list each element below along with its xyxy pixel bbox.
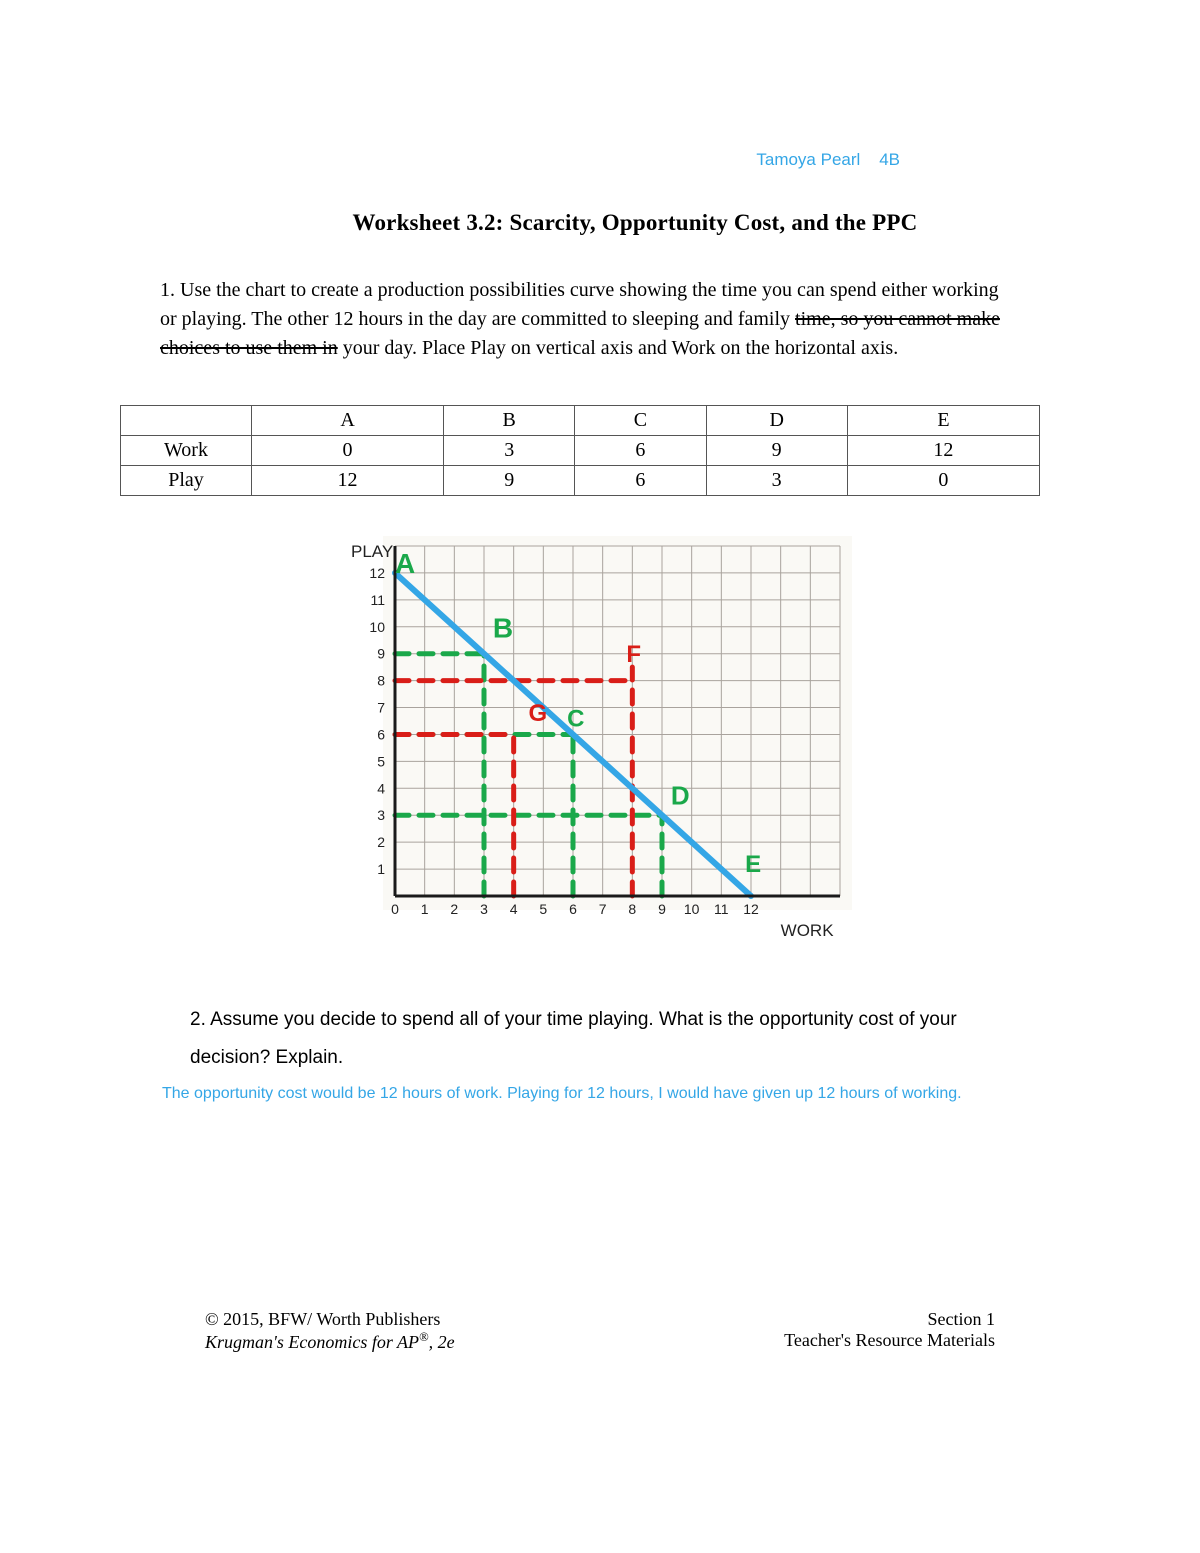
table-cell: 12 bbox=[252, 466, 444, 496]
svg-text:9: 9 bbox=[377, 646, 385, 662]
ppc-chart: 0123456789101112123456789101112PLAYWORKA… bbox=[300, 526, 860, 956]
footer-left: © 2015, BFW/ Worth Publishers Krugman's … bbox=[205, 1309, 455, 1353]
svg-text:8: 8 bbox=[377, 673, 385, 689]
table-cell: 3 bbox=[444, 436, 575, 466]
table-header-blank bbox=[121, 406, 252, 436]
ppc-data-table: A B C D E Work 0 3 6 9 12 Play bbox=[120, 405, 1040, 496]
table-row: Play 12 9 6 3 0 bbox=[121, 466, 1040, 496]
svg-text:B: B bbox=[493, 613, 513, 644]
svg-text:2: 2 bbox=[450, 901, 458, 917]
svg-text:G: G bbox=[529, 700, 548, 727]
table-cell: 9 bbox=[444, 466, 575, 496]
table-cell: 3 bbox=[706, 466, 847, 496]
svg-text:10: 10 bbox=[369, 619, 385, 635]
svg-text:7: 7 bbox=[377, 700, 385, 716]
svg-text:10: 10 bbox=[684, 901, 700, 917]
svg-text:8: 8 bbox=[628, 901, 636, 917]
table-cell: 6 bbox=[575, 466, 706, 496]
row-label-play: Play bbox=[121, 466, 252, 496]
table-cell: 9 bbox=[706, 436, 847, 466]
svg-text:WORK: WORK bbox=[781, 921, 835, 940]
q1-text-b: your day. Place Play on vertical axis an… bbox=[343, 337, 898, 359]
svg-text:D: D bbox=[671, 780, 690, 810]
svg-text:5: 5 bbox=[377, 753, 385, 769]
page-footer: © 2015, BFW/ Worth Publishers Krugman's … bbox=[205, 1309, 995, 1353]
worksheet-page: Tamoya Pearl 4B Worksheet 3.2: Scarcity,… bbox=[0, 0, 1200, 1553]
student-section: 4B bbox=[879, 150, 900, 169]
svg-text:E: E bbox=[745, 851, 761, 878]
svg-text:7: 7 bbox=[599, 901, 607, 917]
question-1: 1. Use the chart to create a production … bbox=[160, 276, 1000, 363]
svg-text:12: 12 bbox=[743, 901, 759, 917]
table-header-A: A bbox=[252, 406, 444, 436]
svg-text:11: 11 bbox=[370, 592, 385, 608]
footer-right: Section 1 Teacher's Resource Materials bbox=[784, 1309, 995, 1351]
svg-text:9: 9 bbox=[658, 901, 666, 917]
svg-text:C: C bbox=[567, 705, 584, 732]
table-cell: 6 bbox=[575, 436, 706, 466]
svg-text:4: 4 bbox=[510, 901, 518, 917]
svg-text:3: 3 bbox=[480, 901, 488, 917]
footer-reg-mark: ® bbox=[419, 1330, 429, 1344]
footer-book: Krugman's Economics for AP bbox=[205, 1332, 419, 1352]
svg-text:A: A bbox=[395, 548, 415, 579]
svg-text:1: 1 bbox=[377, 861, 385, 877]
table-header-D: D bbox=[706, 406, 847, 436]
student-name-header: Tamoya Pearl 4B bbox=[756, 150, 900, 170]
svg-text:2: 2 bbox=[377, 834, 385, 850]
svg-text:4: 4 bbox=[377, 780, 385, 796]
q2-text: Assume you decide to spend all of your t… bbox=[190, 1009, 957, 1068]
table-header-B: B bbox=[444, 406, 575, 436]
question-2: 2. Assume you decide to spend all of you… bbox=[190, 1001, 1000, 1077]
svg-text:11: 11 bbox=[714, 901, 729, 917]
footer-section: Section 1 bbox=[928, 1309, 996, 1329]
table-cell: 0 bbox=[252, 436, 444, 466]
data-table-container: A B C D E Work 0 3 6 9 12 Play bbox=[120, 405, 1040, 496]
worksheet-title: Worksheet 3.2: Scarcity, Opportunity Cos… bbox=[190, 210, 1080, 236]
student-name: Tamoya Pearl bbox=[756, 150, 860, 169]
svg-text:PLAY: PLAY bbox=[351, 542, 393, 561]
table-cell: 12 bbox=[847, 436, 1039, 466]
svg-text:6: 6 bbox=[377, 726, 385, 742]
table-header-row: A B C D E bbox=[121, 406, 1040, 436]
svg-text:0: 0 bbox=[391, 901, 399, 917]
svg-text:3: 3 bbox=[377, 807, 385, 823]
table-header-C: C bbox=[575, 406, 706, 436]
table-cell: 0 bbox=[847, 466, 1039, 496]
q1-number: 1. bbox=[160, 279, 175, 301]
svg-text:6: 6 bbox=[569, 901, 577, 917]
table-header-E: E bbox=[847, 406, 1039, 436]
svg-text:12: 12 bbox=[369, 565, 385, 581]
table-row: Work 0 3 6 9 12 bbox=[121, 436, 1040, 466]
ppc-chart-container: 0123456789101112123456789101112PLAYWORKA… bbox=[300, 526, 1080, 961]
row-label-work: Work bbox=[121, 436, 252, 466]
footer-edition: , 2e bbox=[429, 1332, 455, 1352]
svg-text:1: 1 bbox=[421, 901, 429, 917]
svg-text:F: F bbox=[626, 641, 641, 668]
q2-number: 2. bbox=[190, 1009, 206, 1030]
svg-text:5: 5 bbox=[539, 901, 547, 917]
q2-answer: The opportunity cost would be 12 hours o… bbox=[162, 1085, 1080, 1103]
footer-materials: Teacher's Resource Materials bbox=[784, 1330, 995, 1350]
footer-copyright: © 2015, BFW/ Worth Publishers bbox=[205, 1309, 440, 1329]
